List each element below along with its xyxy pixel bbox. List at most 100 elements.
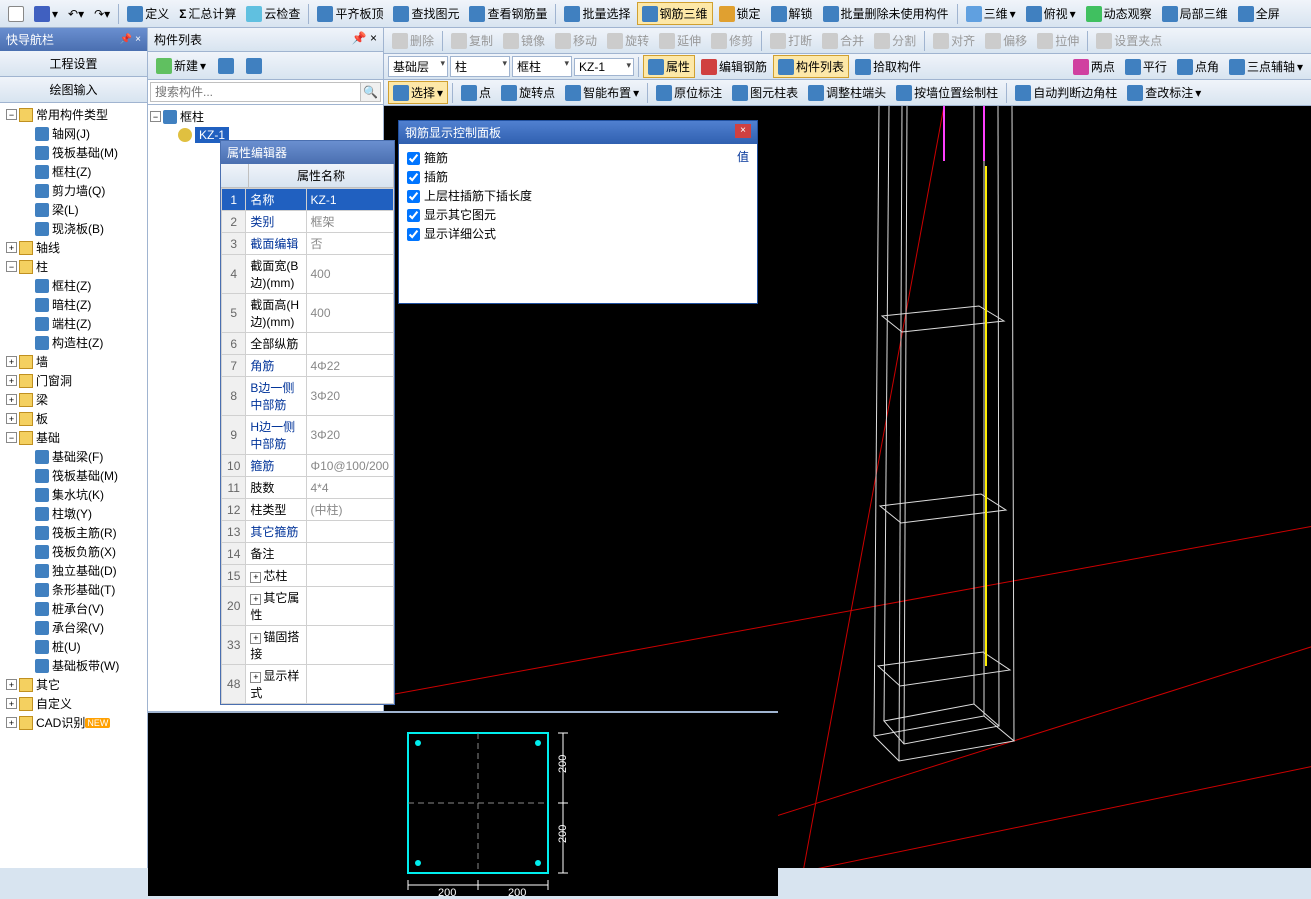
- tree-node[interactable]: 筏板负筋(X): [2, 542, 145, 561]
- tree-node[interactable]: −常用构件类型: [2, 105, 145, 124]
- prop-row[interactable]: 7角筋4Φ22: [222, 355, 394, 377]
- btn-select[interactable]: 选择▾: [388, 81, 448, 104]
- edit-tool-4[interactable]: 旋转: [603, 30, 653, 51]
- tool-redo[interactable]: ↷▾: [90, 5, 114, 23]
- tree-node[interactable]: −基础: [2, 428, 145, 447]
- tree-node[interactable]: 暗柱(Z): [2, 295, 145, 314]
- prop-row[interactable]: 33+锚固搭接: [222, 626, 394, 665]
- edit-tool-7[interactable]: 打断: [766, 30, 816, 51]
- popup-option[interactable]: 显示其它图元: [407, 205, 749, 224]
- tree-node[interactable]: 现浇板(B): [2, 219, 145, 238]
- btn-rotate-pt[interactable]: 旋转点: [497, 82, 559, 103]
- tool-fullscreen[interactable]: 全屏: [1234, 3, 1284, 24]
- comp-tool-2[interactable]: [242, 56, 266, 76]
- edit-tool-0[interactable]: 删除: [388, 30, 438, 51]
- tool-find[interactable]: 查找图元: [389, 3, 463, 24]
- tab-engineering[interactable]: 工程设置: [0, 51, 147, 77]
- prop-row[interactable]: 3截面编辑否: [222, 233, 394, 255]
- tree-node[interactable]: +门窗洞: [2, 371, 145, 390]
- popup-option[interactable]: 箍筋: [407, 148, 749, 167]
- close-icon[interactable]: ×: [735, 124, 751, 138]
- btn-point[interactable]: 点: [457, 82, 495, 103]
- prop-row[interactable]: 5截面高(H边)(mm)400: [222, 294, 394, 333]
- btn-draw-by-wall[interactable]: 按墙位置绘制柱: [892, 82, 1002, 103]
- prop-row[interactable]: 11肢数4*4: [222, 477, 394, 499]
- tree-node[interactable]: 桩(U): [2, 637, 145, 656]
- tree-node[interactable]: 独立基础(D): [2, 561, 145, 580]
- popup-option[interactable]: 插筋: [407, 167, 749, 186]
- tree-node[interactable]: 端柱(Z): [2, 314, 145, 333]
- tree-node[interactable]: +板: [2, 409, 145, 428]
- edit-tool-10[interactable]: 对齐: [929, 30, 979, 51]
- btn-col-table[interactable]: 图元柱表: [728, 82, 802, 103]
- tree-node[interactable]: 基础板带(W): [2, 656, 145, 675]
- prop-row[interactable]: 12柱类型(中柱): [222, 499, 394, 521]
- btn-comp-list[interactable]: 构件列表: [773, 55, 849, 78]
- tool-sum[interactable]: Σ 汇总计算: [175, 3, 240, 24]
- prop-row[interactable]: 8B边一侧中部筋3Φ20: [222, 377, 394, 416]
- prop-row[interactable]: 13其它箍筋: [222, 521, 394, 543]
- btn-three-point[interactable]: 三点辅轴▾: [1225, 56, 1307, 77]
- tree-node[interactable]: 梁(L): [2, 200, 145, 219]
- dd-component[interactable]: KZ-1: [574, 58, 634, 76]
- tree-node[interactable]: 筏板基础(M): [2, 466, 145, 485]
- edit-tool-9[interactable]: 分割: [870, 30, 920, 51]
- prop-row[interactable]: 6全部纵筋: [222, 333, 394, 355]
- edit-tool-8[interactable]: 合并: [818, 30, 868, 51]
- tree-node[interactable]: 筏板主筋(R): [2, 523, 145, 542]
- edit-tool-5[interactable]: 延伸: [655, 30, 705, 51]
- tree-node[interactable]: 筏板基础(M): [2, 143, 145, 162]
- search-btn[interactable]: 🔍: [361, 82, 381, 102]
- prop-row[interactable]: 1名称KZ-1: [222, 189, 394, 211]
- prop-row[interactable]: 2类别框架: [222, 211, 394, 233]
- btn-pick[interactable]: 拾取构件: [851, 56, 925, 77]
- edit-tool-6[interactable]: 修剪: [707, 30, 757, 51]
- btn-check-annot[interactable]: 查改标注▾: [1123, 82, 1205, 103]
- tool-unlock[interactable]: 解锁: [767, 3, 817, 24]
- popup-title[interactable]: 钢筋显示控制面板 ×: [399, 121, 757, 144]
- tree-node[interactable]: −柱: [2, 257, 145, 276]
- tool-rebar-qty[interactable]: 查看钢筋量: [465, 3, 551, 24]
- btn-two-point[interactable]: 两点: [1069, 56, 1119, 77]
- tool-save[interactable]: ▾: [30, 4, 62, 24]
- tree-node[interactable]: +其它: [2, 675, 145, 694]
- new-component-btn[interactable]: 新建 ▾: [152, 55, 210, 76]
- tool-3d[interactable]: 三维▾: [962, 3, 1020, 24]
- btn-edit-rebar[interactable]: 编辑钢筋: [697, 56, 771, 77]
- prop-row[interactable]: 9H边一侧中部筋3Φ20: [222, 416, 394, 455]
- dd-category[interactable]: 柱: [450, 56, 510, 77]
- tree-node[interactable]: +墙: [2, 352, 145, 371]
- prop-row[interactable]: 14备注: [222, 543, 394, 565]
- tree-node[interactable]: 构造柱(Z): [2, 333, 145, 352]
- tool-align-top[interactable]: 平齐板顶: [313, 3, 387, 24]
- tab-drawing[interactable]: 绘图输入: [0, 77, 147, 103]
- tool-define[interactable]: 定义: [123, 3, 173, 24]
- edit-tool-1[interactable]: 复制: [447, 30, 497, 51]
- pin-icon[interactable]: 📌 ×: [120, 34, 141, 45]
- comp-root[interactable]: − 框柱: [150, 107, 381, 126]
- tool-undo[interactable]: ↶▾: [64, 5, 88, 23]
- tool-batch-delete[interactable]: 批量删除未使用构件: [819, 3, 953, 24]
- dd-type[interactable]: 框柱: [512, 56, 572, 77]
- prop-row[interactable]: 15+芯柱: [222, 565, 394, 587]
- tool-batch-select[interactable]: 批量选择: [560, 3, 634, 24]
- tree-node[interactable]: +轴线: [2, 238, 145, 257]
- btn-smart[interactable]: 智能布置▾: [561, 82, 643, 103]
- btn-orig-annot[interactable]: 原位标注: [652, 82, 726, 103]
- comp-tool-1[interactable]: [214, 56, 238, 76]
- tree-node[interactable]: 柱墩(Y): [2, 504, 145, 523]
- prop-row[interactable]: 4截面宽(B边)(mm)400: [222, 255, 394, 294]
- btn-point-angle[interactable]: 点角: [1173, 56, 1223, 77]
- tree-node[interactable]: 基础梁(F): [2, 447, 145, 466]
- prop-row[interactable]: 48+显示样式: [222, 665, 394, 704]
- btn-auto-corner[interactable]: 自动判断边角柱: [1011, 82, 1121, 103]
- tree-node[interactable]: +梁: [2, 390, 145, 409]
- popup-option[interactable]: 显示详细公式: [407, 224, 749, 243]
- tool-local-3d[interactable]: 局部三维: [1158, 3, 1232, 24]
- edit-tool-2[interactable]: 镜像: [499, 30, 549, 51]
- tree-node[interactable]: 框柱(Z): [2, 162, 145, 181]
- tree-node[interactable]: +自定义: [2, 694, 145, 713]
- popup-option[interactable]: 上层柱插筋下插长度: [407, 186, 749, 205]
- tool-orbit[interactable]: 动态观察: [1082, 3, 1156, 24]
- tool-top-view[interactable]: 俯视▾: [1022, 3, 1080, 24]
